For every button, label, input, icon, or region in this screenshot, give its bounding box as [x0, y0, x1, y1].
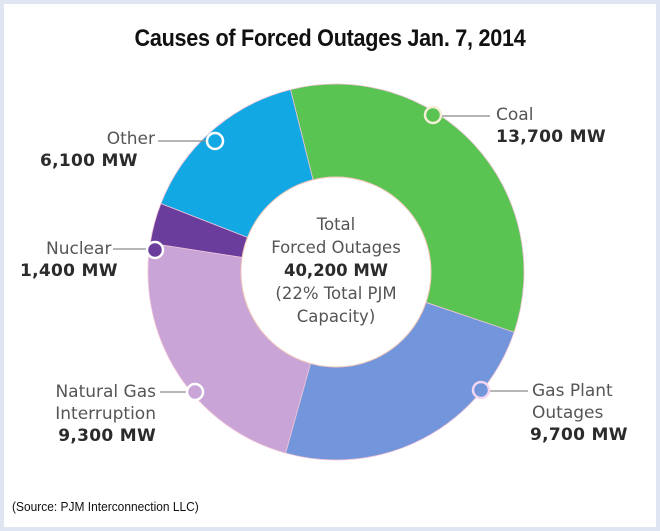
- label-natural-gas: Natural Gas Interruption 9,300 MW: [20, 381, 156, 447]
- label-gas-plant-line1: Gas Plant: [532, 381, 613, 401]
- label-natural-gas-line2: Interruption: [55, 404, 156, 424]
- label-other-value: 6,100 MW: [40, 151, 138, 171]
- center-total-label: Total Forced Outages 40,200 MW (22% Tota…: [236, 213, 436, 328]
- center-line-forced-outages: Forced Outages: [271, 238, 401, 257]
- marker-nuclear-icon: [145, 240, 165, 260]
- chart-title: Causes of Forced Outages Jan. 7, 2014: [134, 25, 526, 52]
- source-note: (Source: PJM Interconnection LLC): [12, 499, 199, 514]
- label-gas-plant-value: 9,700 MW: [530, 425, 628, 445]
- marker-gas-plant-icon: [471, 380, 491, 400]
- center-line-percent: (22% Total PJM: [275, 284, 397, 303]
- label-other: Other: [95, 128, 155, 150]
- marker-coal-icon: [423, 105, 443, 125]
- center-line-total: Total: [316, 215, 356, 234]
- label-natural-gas-value: 9,300 MW: [58, 426, 156, 446]
- label-nuclear-name: Nuclear: [46, 239, 112, 259]
- label-coal-name: Coal: [496, 105, 534, 125]
- label-nuclear: Nuclear: [46, 238, 116, 260]
- label-gas-plant-line2: Outages: [532, 403, 604, 423]
- center-total-value: 40,200 MW: [283, 261, 389, 280]
- callout-markers: [145, 105, 491, 402]
- label-natural-gas-line1: Natural Gas: [55, 382, 156, 402]
- label-coal: Coal 13,700 MW: [496, 104, 636, 148]
- donut-hole: [240, 176, 432, 368]
- marker-natural-gas-icon: [185, 382, 205, 402]
- donut-slices: [147, 83, 525, 461]
- center-line-capacity: Capacity): [296, 307, 376, 326]
- label-nuclear-value-wrap: 1,400 MW: [20, 260, 140, 282]
- marker-other-icon: [205, 131, 225, 151]
- label-other-name: Other: [106, 129, 155, 149]
- label-nuclear-value: 1,400 MW: [20, 261, 118, 281]
- label-other-value-wrap: 6,100 MW: [40, 150, 160, 172]
- leader-lines: [113, 115, 528, 393]
- label-gas-plant: Gas Plant Outages 9,700 MW: [530, 380, 652, 446]
- label-coal-value: 13,700 MW: [496, 127, 606, 147]
